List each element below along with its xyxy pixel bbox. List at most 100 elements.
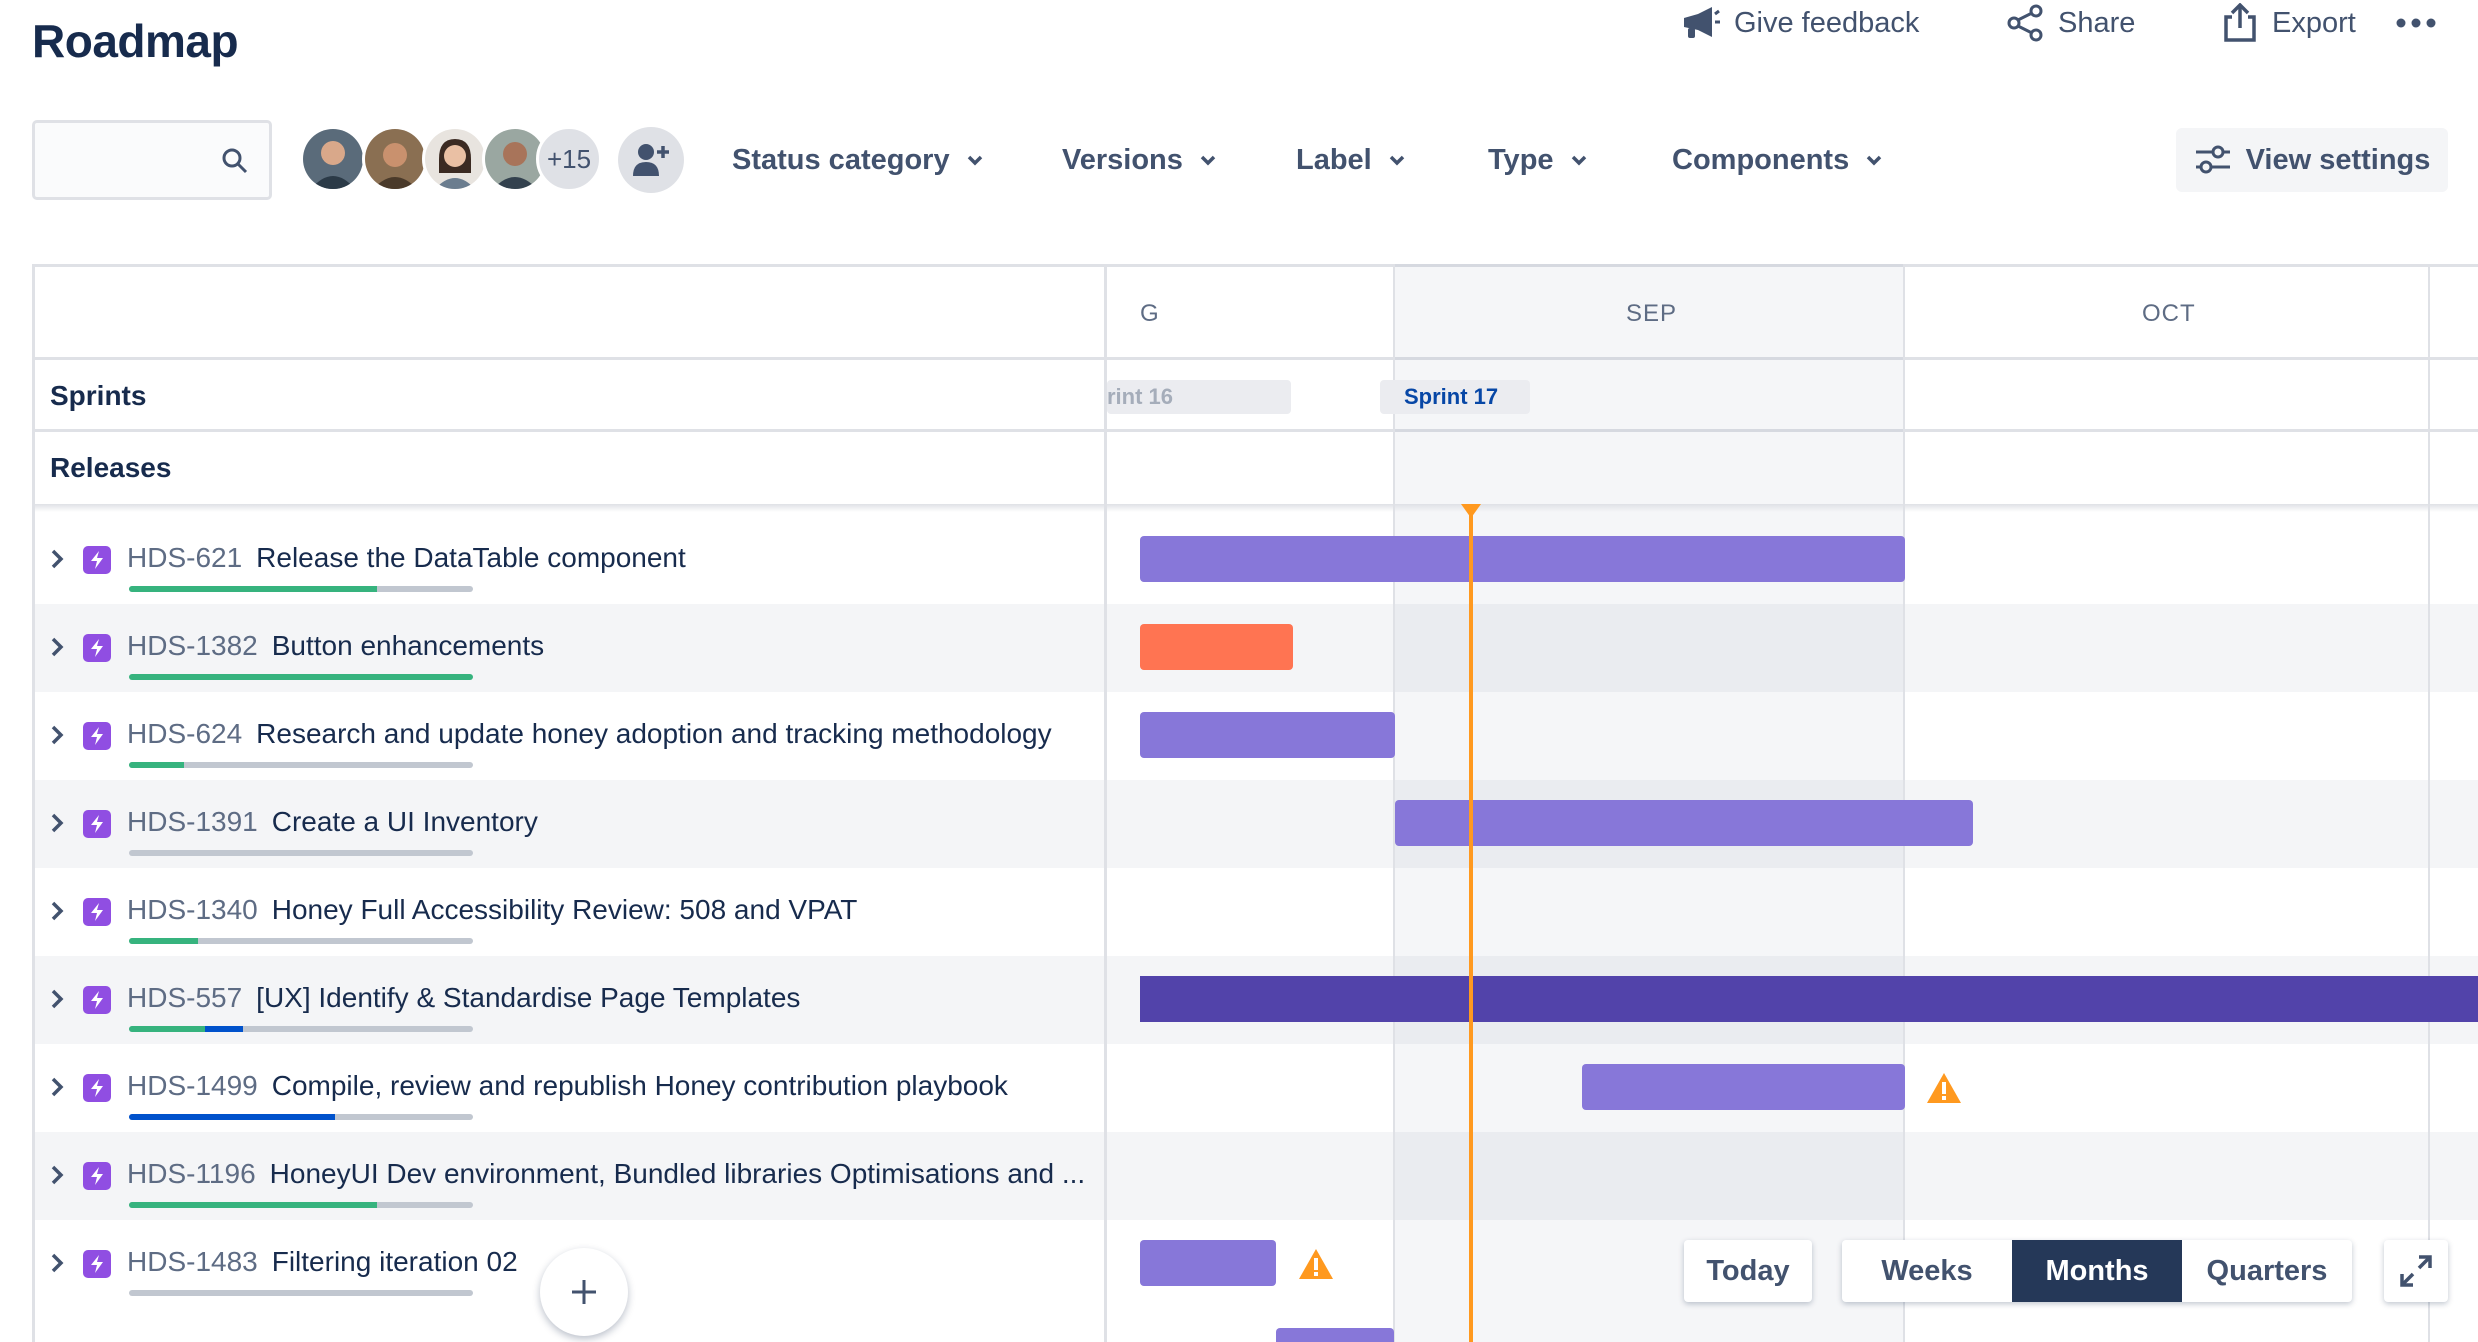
fullscreen-button[interactable] [2384, 1240, 2448, 1302]
chevron-right-icon[interactable] [49, 810, 65, 836]
sprint-chip-current[interactable]: Sprint 17 [1380, 380, 1530, 414]
issue-row-left: HDS-1391 Create a UI Inventory [35, 780, 1105, 868]
issue-key[interactable]: HDS-1483 [127, 1246, 258, 1277]
issue-row-left: HDS-1340 Honey Full Accessibility Review:… [35, 868, 1105, 956]
warning-icon[interactable] [1298, 1248, 1334, 1280]
issue-row[interactable]: HDS-1391 Create a UI Inventory [35, 780, 2478, 868]
add-people-button[interactable] [618, 127, 684, 193]
sprint-chip[interactable]: rint 16 [1107, 380, 1291, 414]
month-divider [1393, 264, 1395, 1342]
issue-row[interactable]: HDS-1340 Honey Full Accessibility Review:… [35, 868, 2478, 956]
timeline-bar[interactable] [1395, 800, 1973, 846]
issue-key[interactable]: HDS-557 [127, 982, 243, 1013]
sprints-row: Sprints [35, 360, 2478, 432]
more-people-badge[interactable]: +15 [536, 126, 602, 192]
chevron-right-icon[interactable] [49, 986, 65, 1012]
chevron-right-icon[interactable] [49, 634, 65, 660]
filter-versions[interactable]: Versions [1062, 140, 1217, 180]
issue-row[interactable]: HDS-1483 Filtering iteration 02 [35, 1220, 2478, 1308]
scale-months-button[interactable]: Months [2012, 1240, 2182, 1302]
scale-weeks-button[interactable]: Weeks [1881, 1254, 1973, 1287]
view-settings-button[interactable]: View settings [2176, 128, 2448, 192]
chevron-right-icon[interactable] [49, 898, 65, 924]
filter-status-category[interactable]: Status category [732, 140, 984, 180]
issue-key[interactable]: HDS-1499 [127, 1070, 258, 1101]
give-feedback-button[interactable]: Give feedback [1680, 0, 1919, 46]
timeline-bar[interactable] [1140, 536, 1905, 582]
issue-row[interactable]: HDS-1499 Compile, review and republish Ho… [35, 1044, 2478, 1132]
issue-summary[interactable]: [UX] Identify & Standardise Page Templat… [256, 982, 801, 1013]
chevron-right-icon[interactable] [49, 1074, 65, 1100]
issue-key[interactable]: HDS-1340 [127, 894, 258, 925]
header-shadow [35, 504, 2478, 512]
issue-title[interactable]: HDS-1483 Filtering iteration 02 [127, 1246, 518, 1278]
epic-icon [83, 1250, 111, 1278]
timeline-bar-selected[interactable] [1140, 976, 2478, 1022]
search-input[interactable] [49, 141, 219, 181]
issue-row[interactable]: HDS-624 Research and update honey adoptio… [35, 692, 2478, 780]
create-issue-button[interactable] [540, 1248, 628, 1336]
avatar[interactable] [482, 126, 548, 192]
avatar[interactable] [362, 126, 428, 192]
search-icon [222, 148, 248, 174]
avatar[interactable] [422, 126, 488, 192]
progress-done [129, 1202, 377, 1208]
epic-icon [83, 1162, 111, 1190]
issue-summary[interactable]: Compile, review and republish Honey cont… [271, 1070, 1008, 1101]
issue-title[interactable]: HDS-1499 Compile, review and republish Ho… [127, 1070, 1008, 1102]
page-title: Roadmap [32, 15, 239, 67]
issue-title[interactable]: HDS-621 Release the DataTable component [127, 542, 686, 574]
issue-title[interactable]: HDS-1340 Honey Full Accessibility Review:… [127, 894, 857, 926]
issue-row-left: HDS-1499 Compile, review and republish Ho… [35, 1044, 1105, 1132]
scale-quarters-button[interactable]: Quarters [2206, 1254, 2328, 1287]
filter-label[interactable]: Label [1296, 140, 1406, 180]
chevron-right-icon[interactable] [49, 1162, 65, 1188]
issue-summary[interactable]: HoneyUI Dev environment, Bundled librari… [269, 1158, 1086, 1189]
issue-row[interactable]: HDS-621 Release the DataTable component [35, 516, 2478, 604]
filter-components[interactable]: Components [1672, 140, 1883, 180]
timeline-bar[interactable] [1276, 1328, 1394, 1342]
issue-summary[interactable]: Filtering iteration 02 [271, 1246, 518, 1277]
issue-summary[interactable]: Research and update honey adoption and t… [256, 718, 1052, 749]
month-label: G [1140, 300, 1160, 327]
warning-icon[interactable] [1926, 1072, 1962, 1104]
issue-title[interactable]: HDS-624 Research and update honey adoptio… [127, 718, 1052, 750]
issue-title[interactable]: HDS-1196 HoneyUI Dev environment, Bundled… [127, 1158, 1085, 1190]
issue-key[interactable]: HDS-624 [127, 718, 243, 749]
issue-progress-bar [129, 674, 473, 680]
timeline-bar[interactable] [1582, 1064, 1905, 1110]
issue-row-left: HDS-1483 Filtering iteration 02 [35, 1220, 1105, 1308]
plus-icon [572, 1280, 596, 1304]
export-button[interactable]: Export [2222, 0, 2356, 46]
issue-row[interactable]: HDS-1196 HoneyUI Dev environment, Bundled… [35, 1132, 2478, 1220]
releases-row-label: Releases [50, 452, 172, 483]
share-button[interactable]: Share [2006, 0, 2135, 46]
issue-title[interactable]: HDS-1391 Create a UI Inventory [127, 806, 538, 838]
timeline-bar-overdue[interactable] [1140, 624, 1293, 670]
issue-key[interactable]: HDS-1196 [127, 1158, 256, 1189]
issue-key[interactable]: HDS-1391 [127, 806, 258, 837]
search-field[interactable] [32, 120, 272, 200]
column-divider[interactable] [1104, 264, 1107, 1342]
avatar[interactable] [300, 126, 366, 192]
issue-summary[interactable]: Create a UI Inventory [271, 806, 538, 837]
sprints-row-label: Sprints [50, 380, 147, 411]
chevron-right-icon[interactable] [49, 722, 65, 748]
today-button[interactable]: Today [1684, 1240, 1812, 1302]
chevron-right-icon[interactable] [49, 546, 65, 572]
issue-key[interactable]: HDS-621 [127, 542, 243, 573]
issue-title[interactable]: HDS-557 [UX] Identify & Standardise Page … [127, 982, 800, 1014]
issue-summary[interactable]: Honey Full Accessibility Review: 508 and… [271, 894, 858, 925]
chevron-right-icon[interactable] [49, 1250, 65, 1276]
filter-type[interactable]: Type [1488, 140, 1588, 180]
progress-in-progress [204, 1026, 243, 1032]
timeline-bar[interactable] [1140, 712, 1395, 758]
issue-title[interactable]: HDS-1382 Button enhancements [127, 630, 544, 662]
epic-icon [83, 898, 111, 926]
month-label: OCT [2142, 300, 2196, 327]
issue-summary[interactable]: Release the DataTable component [256, 542, 686, 573]
issue-key[interactable]: HDS-1382 [127, 630, 258, 661]
more-actions-button[interactable] [2396, 0, 2436, 46]
issue-summary[interactable]: Button enhancements [271, 630, 545, 661]
timeline-bar[interactable] [1140, 1240, 1276, 1286]
